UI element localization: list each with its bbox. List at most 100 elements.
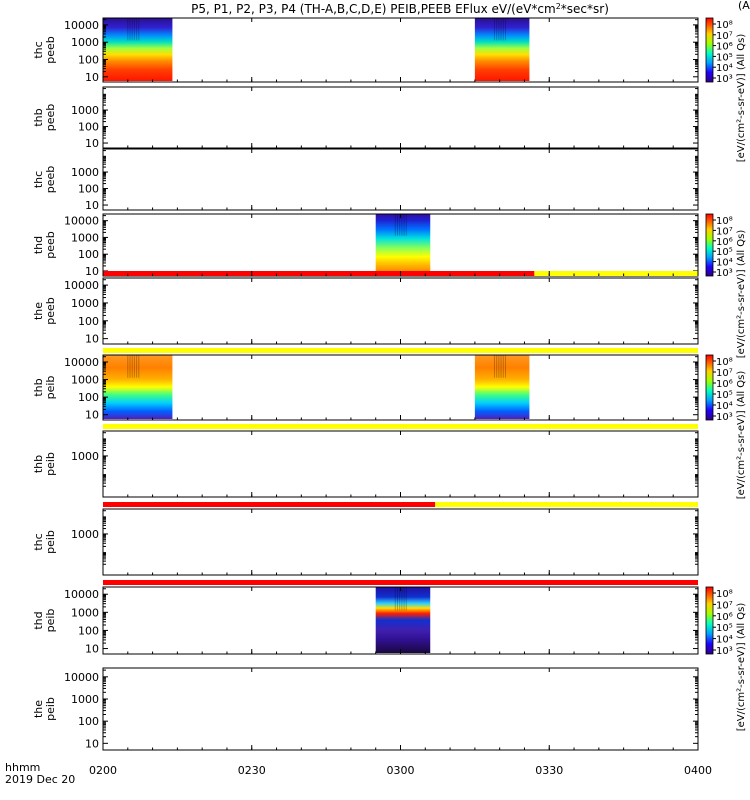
colorbar-tick-label: 10⁵ bbox=[716, 247, 733, 258]
colorbar-tick-label: 10⁴ bbox=[716, 635, 733, 646]
spectrogram-texture bbox=[493, 18, 495, 41]
panel-label: thepeib bbox=[32, 697, 57, 721]
colorbar-tick-label: 10⁷ bbox=[716, 368, 733, 379]
spectrogram-texture bbox=[394, 587, 396, 611]
spectrogram-fill bbox=[103, 18, 173, 81]
spectrogram-texture bbox=[129, 355, 131, 378]
panel-frame bbox=[102, 148, 699, 211]
spectrogram-texture bbox=[502, 18, 504, 41]
status-bar-segment bbox=[435, 502, 698, 507]
x-axis-date-label: 2019 Dec 20 bbox=[5, 773, 75, 786]
spectrogram-texture bbox=[133, 18, 135, 41]
colorbar-tick-label: 10⁶ bbox=[716, 612, 733, 623]
chart-title: P5, P1, P2, P3, P4 (TH-A,B,C,D,E) PEIB,P… bbox=[191, 2, 609, 16]
y-tick-label: 10000 bbox=[64, 19, 99, 32]
y-tick-label: 100 bbox=[78, 121, 99, 134]
colorbar-scale bbox=[705, 17, 714, 83]
y-tick-label: 100 bbox=[78, 624, 99, 637]
spectrogram-texture bbox=[127, 355, 129, 378]
colorbar-scale bbox=[705, 586, 714, 655]
y-tick-label: 1000 bbox=[71, 297, 99, 310]
panel-label-probe: thd bbox=[32, 236, 45, 254]
spectrogram-texture bbox=[396, 214, 398, 236]
spectrogram-texture bbox=[405, 587, 407, 611]
spectrogram-texture bbox=[129, 18, 131, 41]
y-tick-label: 1000 bbox=[71, 528, 99, 541]
y-tick-label: 1000 bbox=[71, 450, 99, 463]
y-tick-label: 10000 bbox=[64, 279, 99, 292]
spectrogram-texture bbox=[131, 18, 133, 41]
panel-label-product: peib bbox=[44, 376, 57, 400]
colorbar-units-label: [eV/(cm²-s-sr-eV)] (All Qs) bbox=[736, 603, 747, 732]
spectrogram-texture bbox=[496, 355, 498, 378]
spectrogram-texture bbox=[401, 587, 403, 611]
colorbar-tick-label: 10⁵ bbox=[716, 390, 733, 401]
panel-label: thcpeeb bbox=[32, 166, 57, 194]
status-bar-segment bbox=[103, 502, 436, 507]
y-tick-label: 1000 bbox=[71, 693, 99, 706]
status-bar-segment bbox=[103, 348, 698, 353]
y-tick-label: 10 bbox=[85, 333, 99, 346]
panel-label: thcpeeb bbox=[32, 36, 57, 64]
title-main: P5, P1, P2, P3, P4 (TH-A,B,C,D,E) PEIB,P… bbox=[191, 2, 556, 16]
panel-frame bbox=[102, 430, 699, 498]
colorbar-tick-label: 10⁷ bbox=[716, 600, 733, 611]
spectrogram-texture bbox=[502, 355, 504, 378]
panel-10: 10000 1000 100 10 thepeib bbox=[32, 667, 699, 751]
panel-frame bbox=[102, 667, 699, 751]
panel-label: thbpeeb bbox=[32, 104, 57, 132]
colorbar-units-label: [eV/(cm²-s-sr-eV)] (All Qs) bbox=[736, 230, 747, 359]
colorbar-scale bbox=[705, 354, 714, 421]
panel-label-probe: the bbox=[32, 302, 45, 320]
panel-label-product: peib bbox=[44, 697, 57, 721]
panel-label: thdpeib bbox=[32, 609, 57, 633]
spectrogram-texture bbox=[127, 18, 129, 41]
panel-label-probe: thc bbox=[32, 41, 45, 58]
panel-4: 10000 1000 100 10 thdpeeb bbox=[32, 213, 699, 278]
panel-9: 10000 1000 100 10 thdpeib bbox=[32, 580, 699, 656]
panel-label-probe: thb bbox=[32, 108, 45, 126]
panel-label-product: peeb bbox=[44, 231, 57, 259]
colorbar-tick-label: 10⁷ bbox=[716, 31, 733, 42]
panel-label: thcpeib bbox=[32, 530, 57, 554]
spectrogram-fill bbox=[375, 214, 431, 275]
y-tick-label: 10000 bbox=[64, 356, 99, 369]
spectrogram-texture bbox=[399, 587, 401, 611]
y-tick-label: 10 bbox=[85, 737, 99, 750]
panel-6: 10000 1000 100 10 thbpeib bbox=[32, 348, 699, 422]
colorbar-tick-label: 10³ bbox=[716, 74, 733, 85]
y-tick-label: 10 bbox=[85, 199, 99, 212]
panel-label-product: peeb bbox=[44, 297, 57, 325]
panel-label-probe: thb bbox=[32, 378, 45, 396]
panel-label-probe: the bbox=[32, 700, 45, 718]
y-tick-label: 10 bbox=[85, 71, 99, 84]
x-tick-label: 0300 bbox=[387, 764, 415, 777]
y-tick-label: 1000 bbox=[71, 166, 99, 179]
spectrogram-block bbox=[474, 355, 530, 419]
colorbar-units-label: [eV/(cm²-s-sr-eV)] (All Qs) bbox=[736, 34, 747, 163]
spectrogram-texture bbox=[500, 355, 502, 378]
x-tick-label: 0200 bbox=[89, 764, 117, 777]
panel-label: thdpeeb bbox=[32, 231, 57, 259]
y-tick-label: 100 bbox=[78, 315, 99, 328]
panel-5: 10000 1000 100 10 thepeeb bbox=[32, 271, 699, 346]
y-tick-label: 100 bbox=[78, 53, 99, 66]
colorbar-tick-label: 10⁶ bbox=[716, 237, 733, 248]
panel-label-probe: thd bbox=[32, 611, 45, 629]
colorbar-tick-label: 10³ bbox=[716, 268, 733, 279]
colorbar-units-label: [eV/(cm²-s-sr-eV)] (All Qs) bbox=[736, 371, 747, 500]
panel-label: thbpeib bbox=[32, 452, 57, 476]
panel-2: 1000 100 10 thbpeeb bbox=[32, 86, 699, 150]
colorbar-tick-label: 10⁸ bbox=[716, 216, 733, 227]
spectrogram-fill bbox=[103, 355, 173, 419]
spectrogram-block bbox=[103, 18, 173, 81]
colorbar-tick-label: 10⁸ bbox=[716, 357, 733, 368]
spectrogram-texture bbox=[394, 214, 396, 236]
panel-frame bbox=[102, 277, 699, 345]
colorbar-tick-label: 10⁴ bbox=[716, 401, 733, 412]
spectrogram-texture bbox=[496, 18, 498, 41]
spectrogram-texture bbox=[136, 18, 138, 41]
